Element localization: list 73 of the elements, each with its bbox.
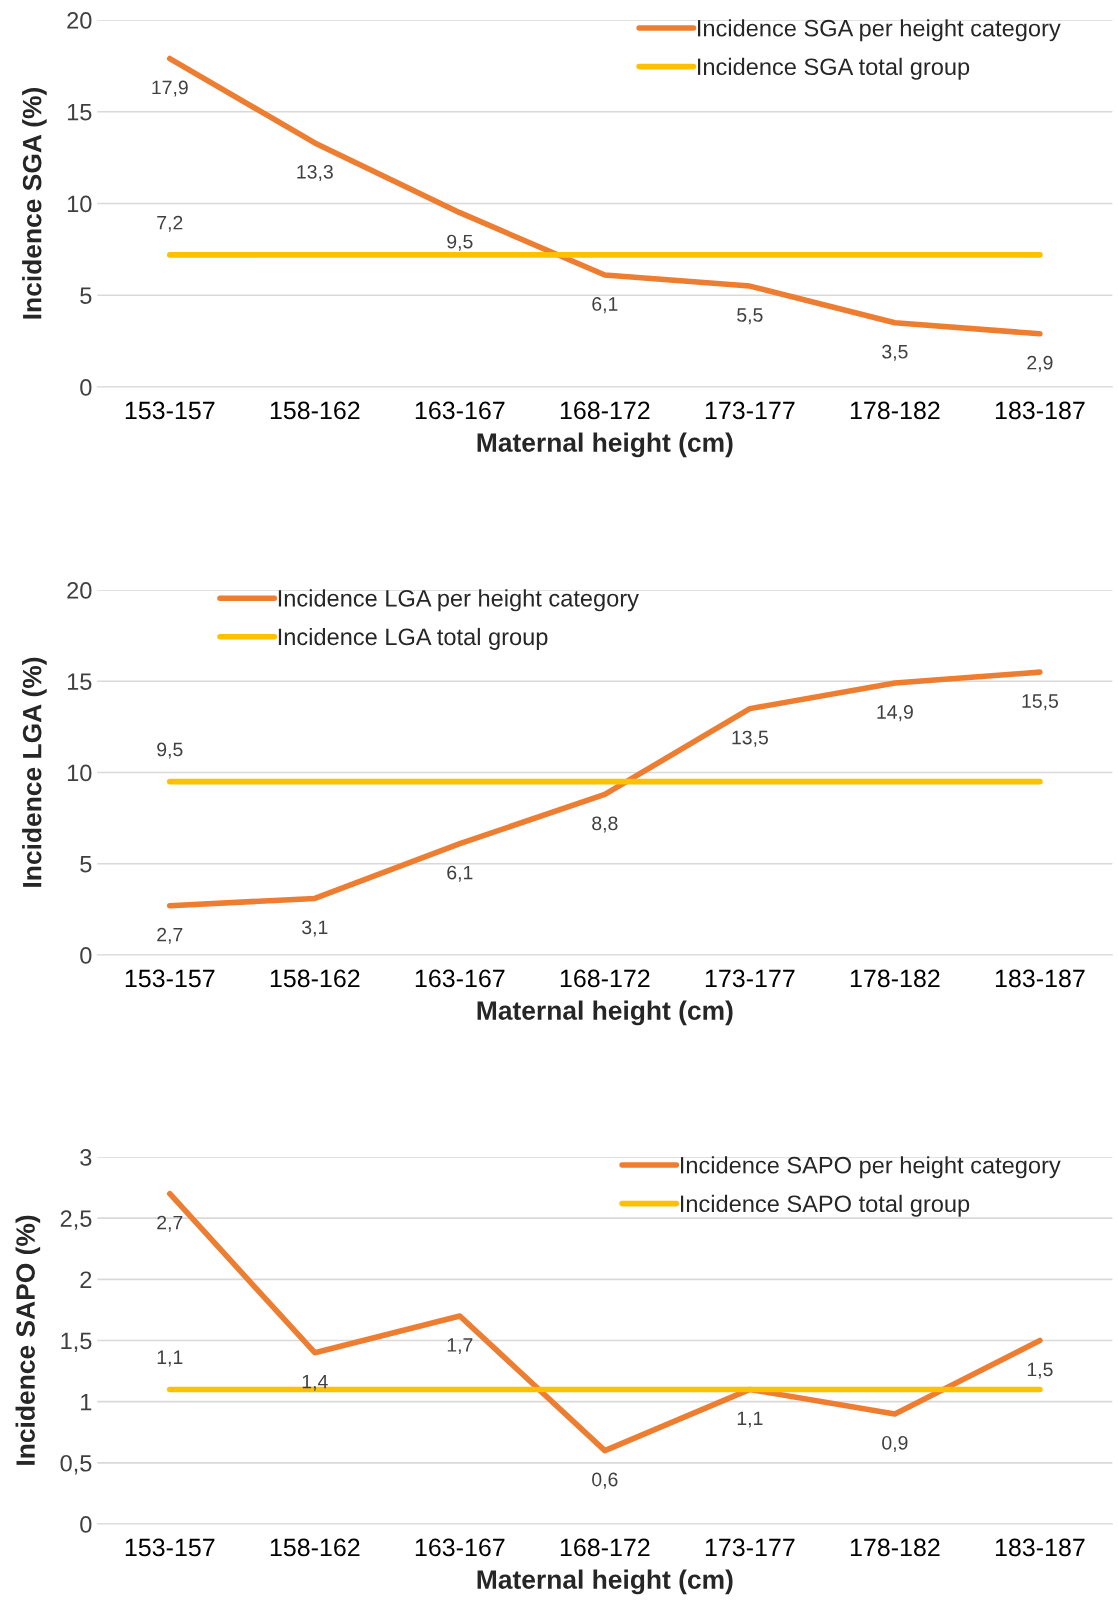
y-tick-label: 0 <box>80 1516 92 1533</box>
y-tick-label: 2,5 <box>60 1210 92 1230</box>
data-label: 17,9 <box>152 80 188 97</box>
x-tick-label: 168-172 <box>560 969 650 988</box>
data-label: 0,6 <box>592 1472 618 1489</box>
x-tick-label: 178-182 <box>850 969 940 988</box>
data-label: 3,5 <box>882 344 908 361</box>
y-tick-label: 20 <box>67 582 92 599</box>
y-tick-label: 15 <box>67 104 92 121</box>
data-label: 15,5 <box>1022 694 1059 711</box>
x-tick-label: 168-172 <box>560 1538 650 1557</box>
x-tick-label: 183-187 <box>995 969 1085 988</box>
y-axis-title: Incidence LGA (%) <box>22 657 47 887</box>
x-axis-title: Maternal height (cm) <box>477 1000 733 1026</box>
data-label: 0,9 <box>882 1435 908 1452</box>
data-label: 7,2 <box>157 215 183 232</box>
x-tick-label: 163-167 <box>415 969 505 988</box>
y-tick-label: 3 <box>80 1149 92 1166</box>
y-tick-label: 0 <box>80 379 92 396</box>
data-label: 2,7 <box>157 927 183 944</box>
data-label: 9,5 <box>447 234 473 251</box>
data-label: 9,5 <box>157 742 183 759</box>
data-label: 14,9 <box>877 705 913 722</box>
legend-label: Incidence SAPO total group <box>680 1194 970 1217</box>
legend-label: Incidence SGA per height category <box>698 19 1061 42</box>
data-label: 1,1 <box>737 1411 763 1428</box>
x-tick-label: 163-167 <box>415 1538 505 1557</box>
x-tick-label: 153-157 <box>125 969 215 988</box>
y-tick-label: 5 <box>80 287 92 305</box>
legend-label: Incidence SGA total group <box>698 57 970 80</box>
x-tick-label: 183-187 <box>995 401 1085 420</box>
x-tick-label: 158-162 <box>270 1538 360 1557</box>
x-tick-label: 178-182 <box>850 401 940 420</box>
data-label: 1,5 <box>1027 1362 1053 1379</box>
y-axis-title: Incidence SGA (%) <box>22 87 47 319</box>
y-tick-label: 2 <box>80 1271 92 1288</box>
x-axis-title: Maternal height (cm) <box>477 1569 733 1595</box>
x-tick-label: 173-177 <box>705 969 795 988</box>
legend-label: Incidence LGA per height category <box>278 589 639 612</box>
x-tick-label: 153-157 <box>125 1538 215 1557</box>
legend-label: Incidence LGA total group <box>278 627 548 650</box>
x-tick-label: 173-177 <box>705 1538 795 1557</box>
data-label: 8,8 <box>592 816 618 833</box>
y-tick-label: 10 <box>67 764 92 782</box>
data-label: 13,3 <box>297 164 333 182</box>
x-tick-label: 173-177 <box>705 401 795 420</box>
data-label: 1,7 <box>447 1338 473 1355</box>
y-tick-label: 1,5 <box>61 1332 92 1353</box>
data-label: 5,5 <box>737 308 763 325</box>
x-tick-label: 178-182 <box>850 1538 940 1557</box>
data-label: 13,5 <box>732 730 768 747</box>
y-tick-label: 0,5 <box>60 1454 92 1475</box>
x-tick-label: 183-187 <box>995 1538 1085 1557</box>
data-label: 1,1 <box>157 1350 183 1367</box>
y-tick-label: 1 <box>81 1393 92 1411</box>
legend-label: Incidence SAPO per height category <box>680 1156 1061 1179</box>
data-label: 3,1 <box>302 920 328 937</box>
x-tick-label: 158-162 <box>270 401 360 420</box>
data-label: 2,7 <box>157 1215 183 1232</box>
y-tick-label: 0 <box>80 947 92 964</box>
y-tick-label: 10 <box>67 195 92 213</box>
x-tick-label: 163-167 <box>415 401 505 420</box>
y-tick-label: 5 <box>80 856 92 873</box>
y-axis-title: Incidence SAPO (%) <box>15 1215 41 1465</box>
data-label: 2,9 <box>1027 355 1053 372</box>
x-tick-label: 168-172 <box>560 401 650 420</box>
y-tick-label: 15 <box>67 673 92 691</box>
data-label: 6,1 <box>592 297 618 314</box>
x-tick-label: 153-157 <box>125 401 215 420</box>
data-label: 6,1 <box>447 865 473 882</box>
x-axis-title: Maternal height (cm) <box>477 432 733 458</box>
y-tick-label: 20 <box>67 12 92 29</box>
x-tick-label: 158-162 <box>270 969 360 988</box>
